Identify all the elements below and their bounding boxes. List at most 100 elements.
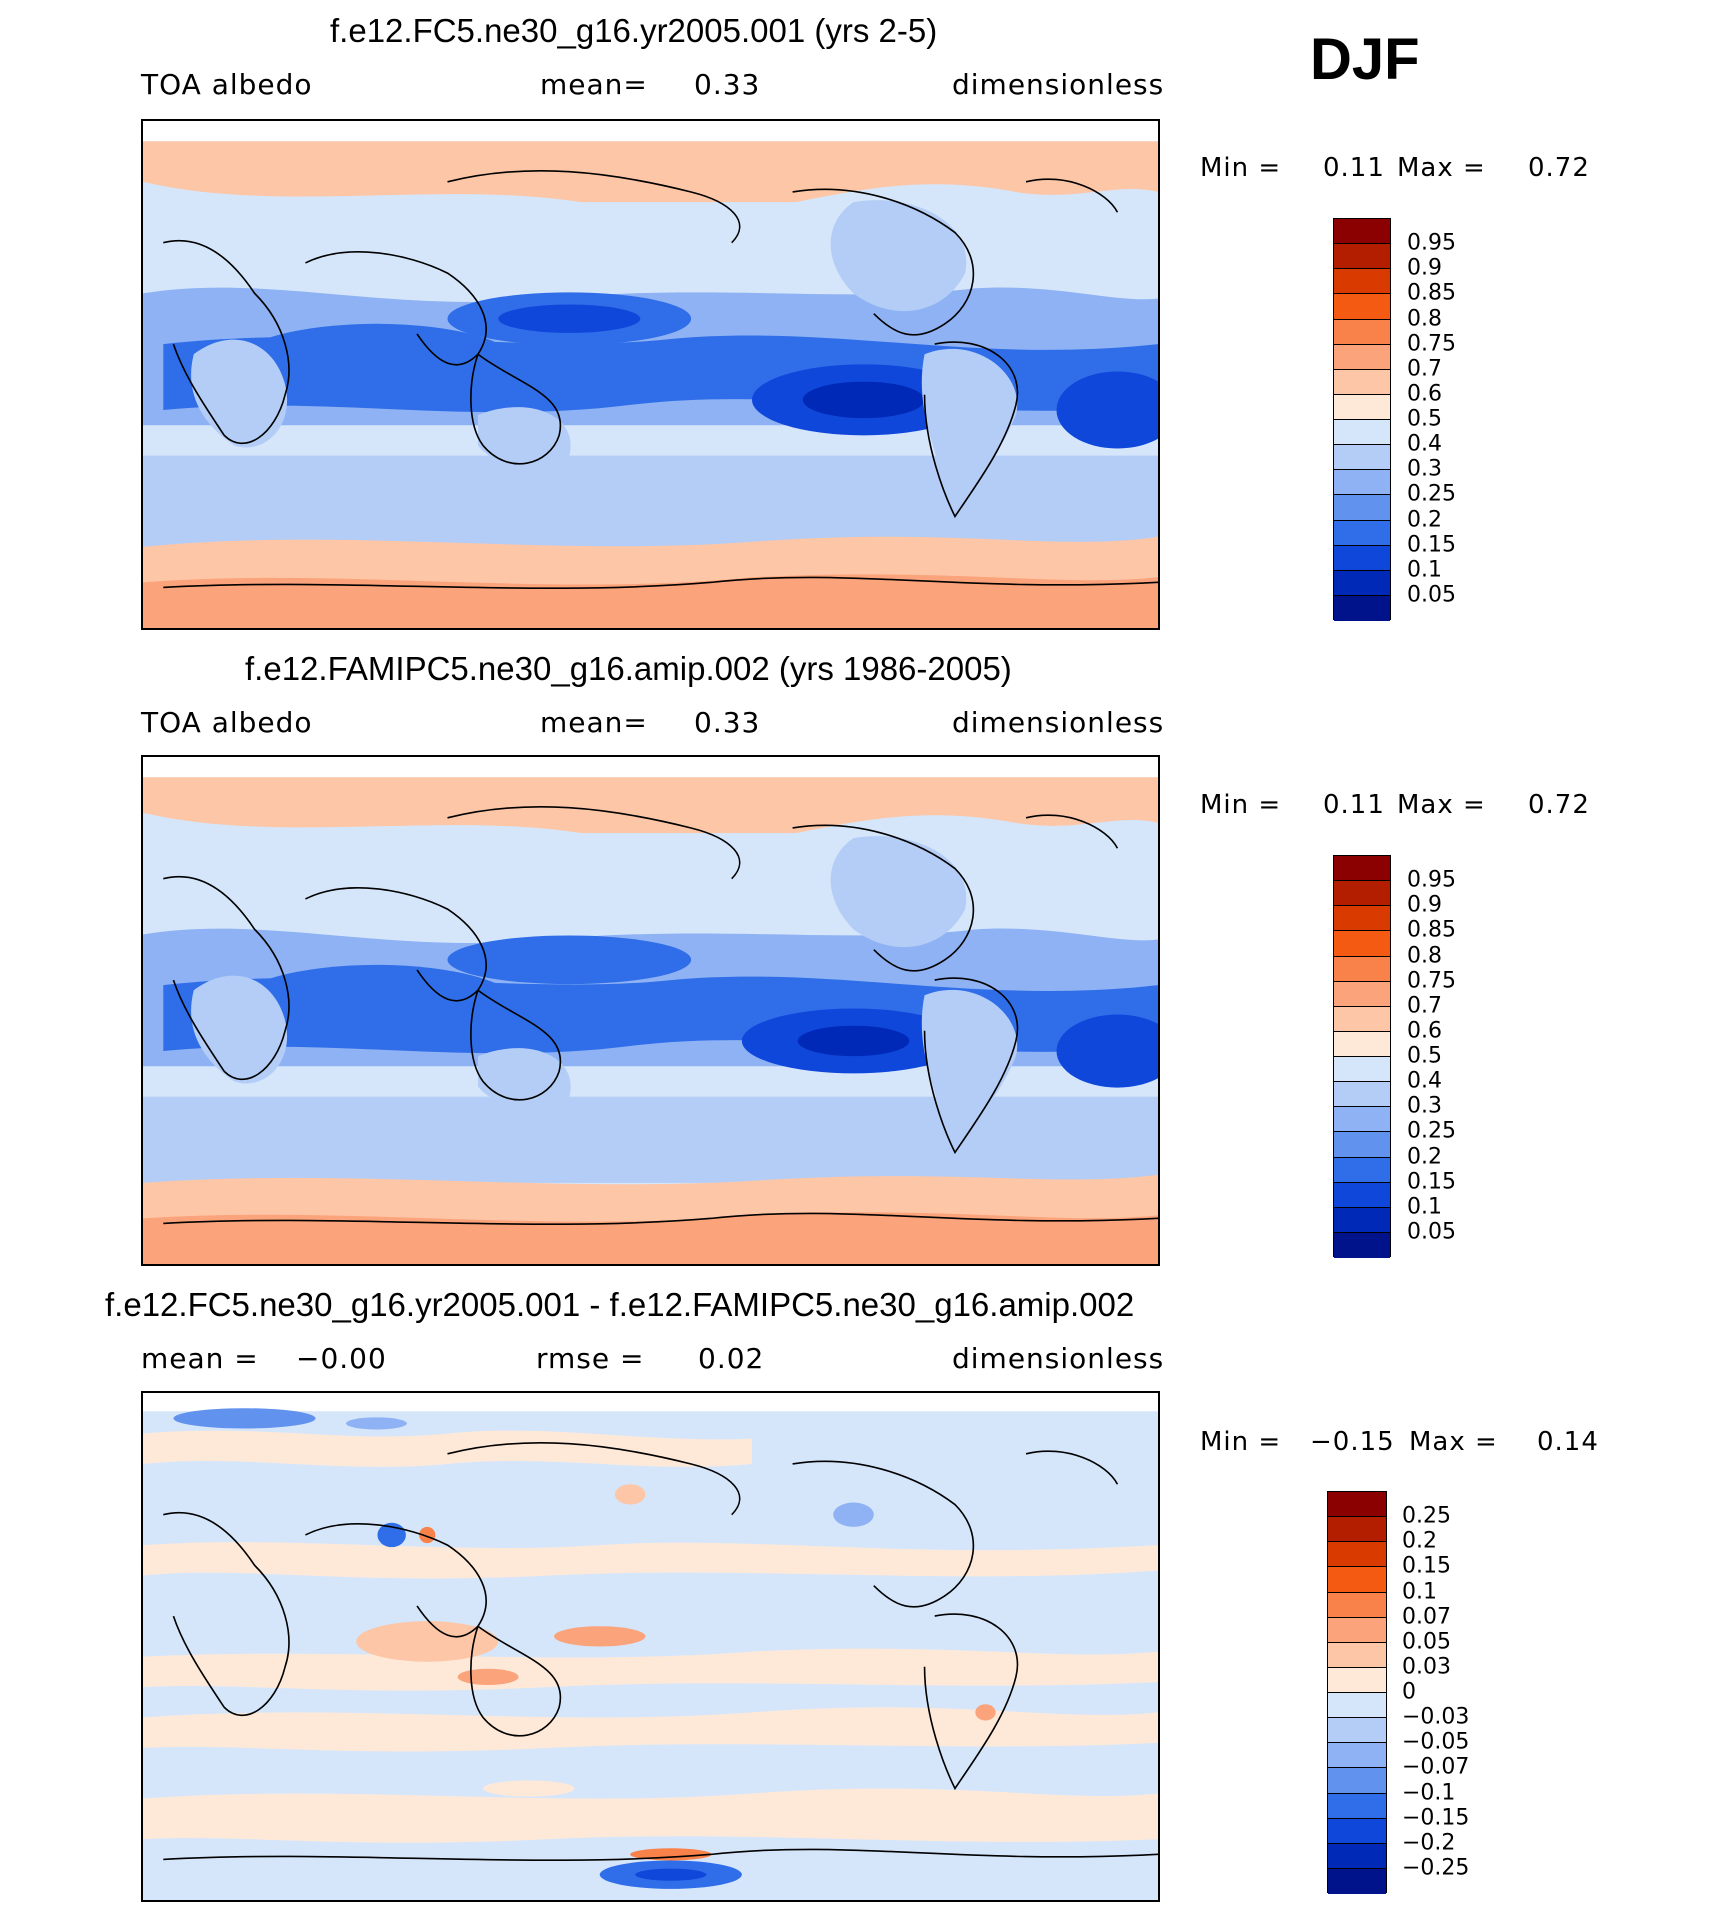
colorbar-tick-label: −0.2 [1402, 1830, 1456, 1856]
colorbar-swatch [1334, 856, 1390, 882]
panel-1-title: f.e12.FC5.ne30_g16.yr2005.001 (yrs 2-5) [330, 12, 938, 49]
panel-3-max-label: Max = [1409, 1427, 1498, 1457]
panel-1-max-label: Max = [1397, 153, 1486, 183]
colorbar-tick-label: 0.3 [1407, 456, 1442, 482]
panel-2-title: f.e12.FAMIPC5.ne30_g16.amip.002 (yrs 198… [245, 650, 1012, 687]
colorbar-tick-label: 0.1 [1407, 1194, 1442, 1220]
colorbar-tick-label: 0.07 [1402, 1604, 1451, 1630]
colorbar-tick-label: 0.95 [1407, 230, 1456, 256]
colorbar-tick-label: 0.7 [1407, 993, 1442, 1019]
colorbar-swatch [1334, 570, 1390, 596]
colorbar-tick-label: 0.25 [1407, 1118, 1456, 1144]
colorbar-swatch [1328, 1718, 1386, 1744]
season-label: DJF [1310, 27, 1420, 92]
colorbar-tick-label: 0.15 [1402, 1553, 1451, 1579]
colorbar-swatch [1334, 495, 1390, 521]
colorbar-swatch [1328, 1667, 1386, 1693]
colorbar-tick-label: 0.7 [1407, 356, 1442, 382]
colorbar-tick-label: 0.05 [1407, 582, 1456, 608]
colorbar-swatch [1328, 1592, 1386, 1618]
colorbar-tick-label: 0.75 [1407, 968, 1456, 994]
colorbar-tick-label: 0.03 [1402, 1654, 1451, 1680]
colorbar-tick-label: 0.3 [1407, 1093, 1442, 1119]
colorbar-tick-label: 0.85 [1407, 280, 1456, 306]
colorbar-tick-label: 0 [1402, 1679, 1416, 1705]
colorbar-tick-label: 0.9 [1407, 892, 1442, 918]
colorbar-swatch [1334, 545, 1390, 571]
colorbar-tick-label: 0.2 [1407, 1144, 1442, 1169]
panel-3-units-label: dimensionless [952, 1342, 1165, 1375]
colorbar-tick-label: 0.4 [1407, 1068, 1442, 1094]
colorbar-tick-label: 0.2 [1402, 1528, 1437, 1554]
colorbar-swatch [1334, 344, 1390, 370]
colorbar-swatch [1334, 1082, 1390, 1108]
panel-1-max-value: 0.72 [1528, 153, 1590, 183]
colorbar-tick-label: 0.15 [1407, 532, 1456, 558]
colorbar-swatch [1334, 1031, 1390, 1057]
colorbar-tick-label: 0.8 [1407, 943, 1442, 968]
panel-2-colorbar [1333, 855, 1391, 1258]
colorbar-swatch [1334, 981, 1390, 1007]
colorbar-swatch [1328, 1818, 1386, 1844]
panel-1-map-field [143, 121, 1158, 628]
colorbar-swatch [1334, 1182, 1390, 1208]
panel-3-map-field [143, 1393, 1158, 1900]
colorbar-tick-label: 0.05 [1407, 1219, 1456, 1245]
colorbar-tick-label: 0.5 [1407, 406, 1442, 432]
colorbar-swatch [1334, 294, 1390, 320]
colorbar-tick-label: 0.6 [1407, 1018, 1442, 1044]
colorbar-tick-label: 0.15 [1407, 1169, 1456, 1195]
panel-2-units-label: dimensionless [952, 706, 1165, 739]
colorbar-swatch [1334, 956, 1390, 982]
panel-1-variable-label: TOA albedo [141, 68, 313, 101]
panel-3-rmse-value: 0.02 [698, 1342, 765, 1375]
colorbar-swatch [1328, 1567, 1386, 1593]
panel-3-max-value: 0.14 [1537, 1427, 1599, 1457]
colorbar-swatch [1334, 244, 1390, 270]
panel-1-colorbar [1333, 218, 1391, 621]
colorbar-swatch [1334, 1157, 1390, 1183]
panel-2-max-value: 0.72 [1528, 790, 1590, 820]
colorbar-swatch [1334, 1057, 1390, 1083]
panel-2-map [141, 755, 1160, 1266]
panel-3-mean-value: −0.00 [296, 1342, 387, 1375]
panel-2-max-label: Max = [1397, 790, 1486, 820]
panel-1-min-label: Min = [1200, 153, 1282, 183]
colorbar-swatch [1334, 219, 1390, 245]
colorbar-tick-label: 0.9 [1407, 255, 1442, 281]
colorbar-tick-label: −0.03 [1402, 1704, 1470, 1730]
panel-1-mean-label: mean= [540, 68, 648, 101]
colorbar-swatch [1328, 1868, 1386, 1894]
colorbar-swatch [1328, 1542, 1386, 1568]
colorbar-tick-label: −0.05 [1402, 1729, 1470, 1755]
panel-3-min-value: −0.15 [1310, 1427, 1395, 1457]
colorbar-swatch [1328, 1843, 1386, 1869]
panel-2-variable-label: TOA albedo [141, 706, 313, 739]
colorbar-swatch [1328, 1768, 1386, 1794]
colorbar-swatch [1334, 906, 1390, 932]
colorbar-tick-label: −0.1 [1402, 1780, 1456, 1805]
colorbar-tick-label: 0.8 [1407, 306, 1442, 331]
panel-1-min-value: 0.11 [1323, 153, 1385, 183]
colorbar-swatch [1328, 1743, 1386, 1769]
colorbar-swatch [1334, 1232, 1390, 1258]
panel-2-mean-label: mean= [540, 706, 648, 739]
panel-3-title: f.e12.FC5.ne30_g16.yr2005.001 - f.e12.FA… [105, 1286, 1135, 1323]
colorbar-swatch [1328, 1642, 1386, 1668]
colorbar-tick-label: 0.25 [1402, 1503, 1451, 1529]
panel-3-map [141, 1391, 1160, 1902]
colorbar-swatch [1328, 1793, 1386, 1819]
colorbar-swatch [1334, 470, 1390, 496]
panel-3-colorbar [1327, 1491, 1387, 1894]
colorbar-tick-label: 0.1 [1407, 557, 1442, 583]
panel-3-mean-label: mean = [141, 1342, 259, 1375]
colorbar-swatch [1334, 520, 1390, 546]
colorbar-swatch [1328, 1517, 1386, 1543]
colorbar-tick-label: 0.25 [1407, 481, 1456, 507]
colorbar-tick-label: 0.05 [1402, 1629, 1451, 1655]
colorbar-swatch [1334, 420, 1390, 446]
colorbar-swatch [1334, 394, 1390, 420]
panel-2-min-label: Min = [1200, 790, 1282, 820]
colorbar-swatch [1334, 595, 1390, 621]
panel-1-map [141, 119, 1160, 630]
